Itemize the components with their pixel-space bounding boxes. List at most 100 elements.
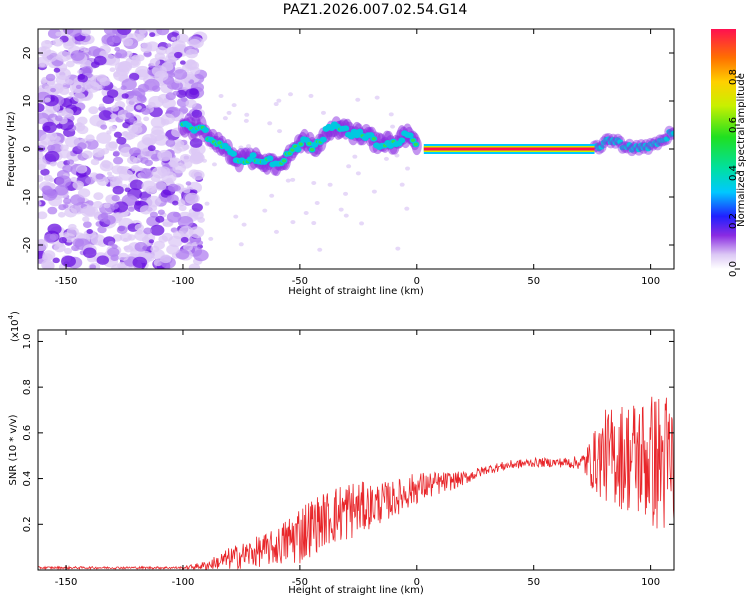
spectrogram-noise-blob bbox=[67, 29, 82, 37]
spectrogram-noise-blob bbox=[290, 177, 296, 182]
spectrogram-noise-blob bbox=[288, 92, 294, 97]
spectrogram-noise-blob bbox=[120, 85, 127, 91]
spectrogram-noise-blob bbox=[176, 89, 187, 99]
spectrogram-noise-blob bbox=[160, 254, 172, 264]
spectrogram-noise-blob bbox=[135, 105, 142, 110]
spectrogram-ytick-label: -10 bbox=[22, 189, 33, 205]
spectrogram-noise-blob bbox=[49, 161, 57, 167]
spectrogram-noise-blob bbox=[196, 240, 204, 246]
spectrogram-noise-blob bbox=[176, 140, 185, 147]
spectrogram-noise-blob bbox=[43, 174, 53, 182]
spectrogram-noise-blob bbox=[290, 220, 296, 225]
spectrogram-noise-blob bbox=[58, 204, 67, 211]
spectrogram-noise-blob bbox=[127, 234, 136, 241]
spectrogram-noise-blob bbox=[101, 159, 111, 168]
snr-exponent: (x104) bbox=[7, 311, 21, 342]
spectrogram-noise-blob bbox=[68, 223, 77, 231]
spectrogram-noise-blob bbox=[176, 33, 189, 43]
spectrogram-noise-blob bbox=[241, 222, 247, 227]
spectrogram-noise-blob bbox=[167, 183, 179, 192]
spectrogram-noise-blob bbox=[103, 29, 119, 36]
spectrogram-noise-blob bbox=[113, 156, 124, 165]
snr-ytick-label: 0.2 bbox=[22, 516, 33, 532]
spectrogram-noise-blob bbox=[127, 206, 135, 212]
colorbar-tick-label: 0.0 bbox=[728, 261, 739, 277]
spectrogram-noise-blob bbox=[38, 211, 48, 220]
spectrogram-noise-blob bbox=[54, 184, 69, 196]
spectrogram-noise-blob bbox=[317, 247, 323, 252]
spectrogram-noise-blob bbox=[176, 199, 186, 207]
spectrogram-noise-blob bbox=[97, 213, 109, 222]
spectrogram-noise-blob bbox=[40, 168, 50, 176]
spectrogram-noise-blob bbox=[269, 193, 275, 198]
spectrogram-noise-blob bbox=[112, 185, 124, 195]
spectrogram-ridge-peak bbox=[411, 138, 416, 142]
spectrogram-noise-blob bbox=[98, 110, 113, 121]
spectrogram-noise-blob bbox=[189, 226, 205, 239]
spectrogram-band-core bbox=[423, 147, 595, 151]
spectrogram-noise-blob bbox=[90, 61, 100, 69]
colorbar-tick-label: 0.2 bbox=[728, 213, 739, 229]
spectrogram-noise-blob bbox=[99, 50, 108, 58]
spectrogram-noise-blob bbox=[147, 145, 156, 152]
spectrogram-noise-blob bbox=[166, 211, 182, 223]
spectrogram-noise-blob bbox=[93, 192, 104, 201]
spectrogram-noise-blob bbox=[151, 166, 168, 179]
spectrogram-ridge-core bbox=[266, 155, 274, 162]
spectrogram-noise-blob bbox=[155, 46, 168, 55]
spectrogram-noise-blob bbox=[179, 60, 186, 65]
spectrogram-noise-blob bbox=[119, 146, 134, 158]
spectrogram-noise-blob bbox=[77, 188, 91, 198]
spectrogram-noise-blob bbox=[99, 103, 105, 108]
spectrogram-ridge-core bbox=[398, 137, 406, 144]
spectrogram-noise-blob bbox=[117, 29, 132, 36]
spectrogram-ridge-peak bbox=[413, 142, 418, 146]
spectrogram-noise-blob bbox=[273, 229, 279, 234]
spectrogram-noise-blob bbox=[68, 91, 75, 96]
spectrogram-noise-blob bbox=[193, 249, 209, 262]
spectrogram-noise-blob bbox=[303, 210, 309, 215]
spectrogram-noise-blob bbox=[96, 255, 109, 265]
spectrogram-noise-blob bbox=[38, 103, 45, 113]
spectrogram-noise-blob bbox=[141, 133, 157, 146]
spectrogram-noise-blob bbox=[107, 241, 115, 247]
spectrogram-noise-blob bbox=[81, 65, 93, 75]
spectrogram-noise-blob bbox=[42, 189, 57, 201]
spectrogram-noise-blob bbox=[107, 247, 120, 257]
spectrogram-noise-blob bbox=[371, 189, 377, 194]
spectrogram-noise-blob bbox=[165, 92, 176, 101]
spectrogram-noise-blob bbox=[172, 200, 179, 206]
snr-exponent-base: (x10 bbox=[10, 319, 21, 342]
spectrogram-noise-blob bbox=[243, 118, 249, 123]
spectrogram-noise-blob bbox=[64, 136, 80, 148]
spectrogram-noise-blob bbox=[149, 57, 161, 67]
spectrogram-ridge-core bbox=[654, 141, 661, 147]
spectrogram-ridge-core bbox=[598, 144, 605, 150]
spectrogram-noise-blob bbox=[157, 209, 165, 215]
spectrogram-noise-blob bbox=[60, 144, 69, 152]
spectrogram-noise-blob bbox=[218, 93, 224, 98]
snr-xtick-label: -100 bbox=[172, 577, 195, 588]
spectrogram-noise-blob bbox=[47, 206, 58, 215]
spectrogram-noise-blob bbox=[165, 177, 173, 184]
spectrogram-noise-blob bbox=[208, 236, 214, 241]
snr-xlabel: Height of straight line (km) bbox=[288, 585, 424, 596]
spectrogram-noise-blob bbox=[41, 39, 53, 49]
spectrogram-noise-blob bbox=[177, 215, 194, 228]
spectrogram-ridge-peak bbox=[307, 141, 312, 146]
spectrogram-noise-blob bbox=[61, 108, 74, 118]
spectrogram-noise-blob bbox=[58, 149, 71, 159]
spectrogram-noise-blob bbox=[166, 221, 173, 226]
spectrogram-noise-blob bbox=[84, 81, 100, 93]
spectrogram-noise-blob bbox=[118, 169, 134, 181]
spectrogram-noise-blob bbox=[90, 158, 100, 166]
spectrogram-ridge-core bbox=[319, 136, 327, 143]
spectrogram-noise-blob bbox=[320, 110, 326, 115]
spectrogram-noise-blob bbox=[129, 179, 144, 191]
spectrogram-noise-blob bbox=[226, 110, 232, 115]
spectrogram-noise-blob bbox=[169, 157, 182, 167]
spectrogram-noise-blob bbox=[81, 150, 93, 159]
spectrogram-noise-blob bbox=[136, 35, 144, 41]
